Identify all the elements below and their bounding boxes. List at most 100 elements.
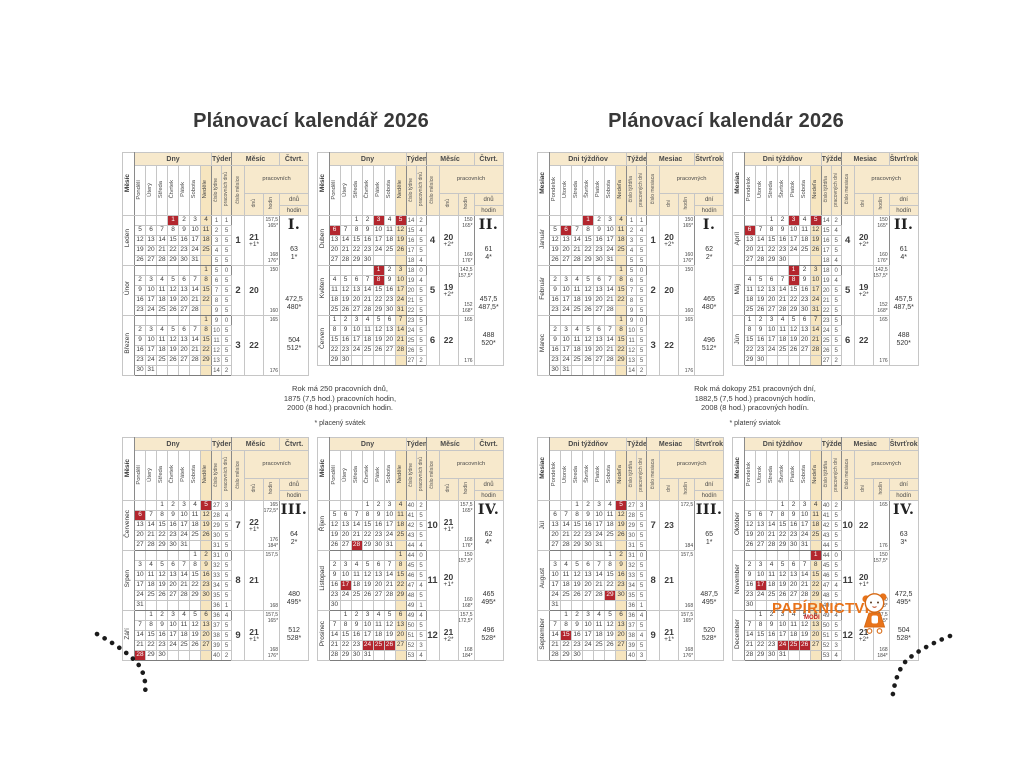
day-cell: 19: [743, 530, 756, 541]
day-cell: 13: [167, 570, 179, 581]
day-cell: 14: [189, 335, 201, 346]
week-number: 46: [820, 570, 832, 581]
weekday-header: Pondělí: [134, 450, 146, 501]
week-workdays: 2: [830, 215, 842, 226]
week-number: 1: [211, 215, 223, 226]
day-cell: 4: [178, 610, 190, 621]
day-cell: [145, 550, 157, 561]
day-cell: 8: [189, 560, 201, 571]
day-cell: [549, 265, 561, 276]
quarter-days-label: dnů: [473, 193, 504, 206]
day-cell: 20: [167, 580, 179, 591]
month-number: 12: [840, 610, 855, 661]
day-cell: 13: [593, 285, 605, 296]
day-cell: [134, 315, 146, 326]
working-label: pracovných: [659, 165, 725, 194]
day-cell: [776, 265, 789, 276]
day-cell: 19: [167, 295, 179, 306]
week-number: 5: [626, 255, 638, 266]
week-number: 19: [820, 275, 832, 286]
day-cell: [765, 355, 778, 366]
day-cell: 6: [765, 275, 778, 286]
day-cell: 27: [350, 305, 363, 316]
day-cell: [167, 600, 179, 611]
week-workdays: 5: [830, 305, 842, 316]
day-cell: [394, 355, 407, 366]
day-cell: 25: [560, 590, 572, 601]
quarter-hours-75: 487,5 495*: [700, 591, 718, 606]
working-label: pracovních: [244, 165, 310, 194]
day-cell: 26: [372, 345, 385, 356]
day-cell: 13: [134, 520, 146, 531]
week-number: 1: [626, 215, 638, 226]
day-cell: 27: [809, 640, 822, 651]
day-cell: 19: [604, 630, 616, 641]
week-workdays: 4: [221, 510, 233, 521]
quarter-hours-75: 480 495*: [286, 591, 302, 606]
day-cell: 30: [787, 540, 800, 551]
month-workdays: 22: [244, 315, 265, 376]
day-cell: 5: [339, 275, 352, 286]
day-cell: 19: [809, 235, 822, 246]
day-cell: 27: [145, 255, 157, 266]
week-workdays: 3: [636, 500, 648, 511]
day-cell: 24: [787, 245, 800, 256]
quarter-workdays: 65 1*: [705, 531, 714, 546]
month-column-header: Měsíc: [122, 437, 135, 501]
day-cell: 27: [743, 255, 756, 266]
week-number: 40: [626, 650, 638, 661]
day-cell: 14: [328, 630, 341, 641]
day-cell: 27: [560, 255, 572, 266]
weekday-header: Streda: [571, 450, 583, 501]
day-cell: 25: [798, 245, 811, 256]
week-workdays: 5: [415, 245, 427, 256]
month-section-title: Měsíc: [425, 152, 475, 166]
month-workdays: 21 +1*: [244, 610, 265, 661]
day-cell: 17: [145, 295, 157, 306]
day-cell: [614, 600, 628, 611]
quarter-workdays: 61 4*: [484, 246, 493, 261]
day-cell: 7: [189, 325, 201, 336]
weekday-header: Pondělí: [328, 165, 341, 216]
quarter-hours-label: hodín: [888, 490, 919, 501]
day-cell: 2: [798, 265, 811, 276]
week-workdays: 3: [830, 640, 842, 651]
day-cell: 17: [582, 630, 594, 641]
day-cell: [167, 365, 179, 376]
day-cell: 23: [765, 640, 778, 651]
day-cell: 7: [743, 620, 756, 631]
day-cell: [361, 600, 374, 611]
day-cell: 11: [156, 335, 168, 346]
week-number: 18: [820, 265, 832, 276]
day-cell: 29: [743, 355, 756, 366]
day-cell: [189, 365, 201, 376]
week-number-label: číslo týždňa: [626, 165, 638, 216]
day-cell: 29: [571, 540, 583, 551]
day-cell: 15: [328, 335, 341, 346]
day-cell: 25: [809, 530, 822, 541]
day-cell: 5: [156, 560, 168, 571]
week-number: 39: [626, 640, 638, 651]
day-cell: 29: [754, 650, 767, 661]
weekday-header: Utorok: [754, 165, 767, 216]
day-cell: 26: [328, 540, 341, 551]
week-workdays: 5: [415, 590, 427, 601]
day-cell: [560, 500, 572, 511]
day-cell: 21: [383, 580, 396, 591]
week-number: 49: [405, 600, 417, 611]
day-cell: 28: [339, 255, 352, 266]
day-cell: 7: [383, 560, 396, 571]
day-cell: 11: [156, 285, 168, 296]
day-cell: 22: [582, 245, 594, 256]
week-number: 11: [211, 335, 223, 346]
day-cell: 18: [372, 630, 385, 641]
day-cell: 20: [383, 335, 396, 346]
day-cell: 2: [199, 550, 213, 561]
week-workdays: 5: [830, 245, 842, 256]
day-cell: 20: [593, 295, 605, 306]
week-number: 16: [820, 235, 832, 246]
week-workdays: 5: [221, 225, 233, 236]
week-workdays: 2: [830, 355, 842, 366]
week-workdays: 4: [415, 650, 427, 661]
